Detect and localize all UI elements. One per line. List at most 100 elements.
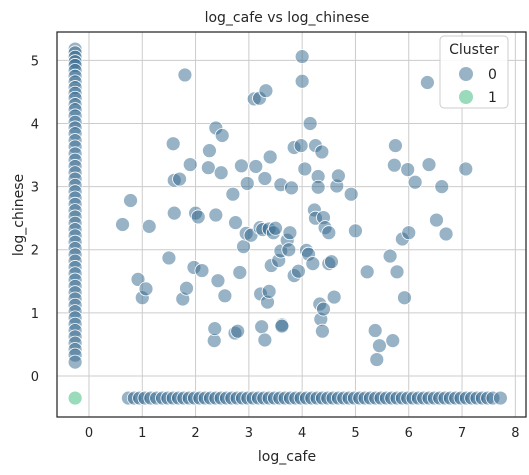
data-point-cluster-0 <box>438 226 454 242</box>
data-point-cluster-0 <box>217 288 233 304</box>
data-point-cluster-0 <box>258 83 274 99</box>
data-point-cluster-0 <box>330 168 346 184</box>
data-point-cluster-0 <box>123 193 138 208</box>
data-point-cluster-0 <box>239 176 255 191</box>
data-point-cluster-0 <box>207 321 223 337</box>
data-point-cluster-0 <box>161 250 177 266</box>
data-point-cluster-0 <box>310 179 326 195</box>
data-point-cluster-0 <box>182 157 198 172</box>
data-point-cluster-0 <box>367 323 383 338</box>
data-point-cluster-0 <box>429 212 444 228</box>
data-point-cluster-0 <box>115 217 130 232</box>
data-point-cluster-0 <box>268 220 283 236</box>
data-point-cluster-0 <box>254 319 270 335</box>
data-point-cluster-0 <box>281 242 297 258</box>
data-point-cluster-0 <box>165 136 181 152</box>
x-tick-label: 3 <box>245 426 253 441</box>
data-point-cluster-0 <box>297 161 313 177</box>
y-tick-label: 4 <box>31 118 39 133</box>
x-tick-label: 4 <box>298 426 306 441</box>
data-point-cluster-0 <box>190 209 206 225</box>
data-point-cluster-0 <box>359 264 375 280</box>
x-tick-label: 0 <box>85 426 93 441</box>
x-tick-label: 7 <box>458 426 466 441</box>
legend-box <box>439 35 509 109</box>
data-point-cluster-0 <box>305 256 321 272</box>
legend-title: Cluster <box>449 42 499 58</box>
data-point-cluster-0 <box>257 171 273 186</box>
data-point-cluster-0 <box>141 218 157 234</box>
data-point-cluster-0 <box>138 281 154 297</box>
data-point-cluster-0 <box>282 225 298 241</box>
legend-label-1: 1 <box>488 90 497 106</box>
data-point-cluster-0 <box>130 272 146 287</box>
data-point-cluster-0 <box>257 332 273 348</box>
x-tick-label: 6 <box>405 426 413 441</box>
data-point-cluster-0 <box>67 354 83 370</box>
data-point-cluster-0 <box>172 171 187 187</box>
data-point-cluster-0 <box>228 215 243 231</box>
data-point-cluster-0 <box>213 165 229 181</box>
data-point-cluster-1 <box>67 390 83 406</box>
data-point-cluster-0 <box>166 205 182 221</box>
y-tick-label: 3 <box>31 181 39 196</box>
data-point-cluster-0 <box>397 290 412 306</box>
data-point-cluster-0 <box>210 273 226 289</box>
data-point-cluster-0 <box>321 225 337 241</box>
y-tick-label: 0 <box>31 370 39 385</box>
data-point-cluster-0 <box>230 323 246 339</box>
data-point-cluster-0 <box>386 157 402 173</box>
data-points <box>67 41 508 406</box>
plot-frame <box>56 31 527 418</box>
data-point-cluster-0 <box>261 284 277 299</box>
data-point-cluster-0 <box>179 280 194 296</box>
data-point-cluster-0 <box>493 390 508 406</box>
y-tick-label: 2 <box>31 244 39 259</box>
legend-marker-1 <box>459 90 473 104</box>
legend: Cluster 0 1 <box>439 35 509 109</box>
data-point-cluster-0 <box>284 180 299 196</box>
data-point-cluster-0 <box>200 160 216 176</box>
data-point-cluster-0 <box>372 338 387 354</box>
data-point-cluster-0 <box>177 67 193 83</box>
data-point-cluster-0 <box>382 248 398 264</box>
data-point-cluster-0 <box>326 289 342 305</box>
x-tick-label: 1 <box>138 426 146 441</box>
y-tick-label: 5 <box>31 54 39 69</box>
tick-labels: 0 1 2 3 4 5 6 7 8 0 1 2 3 4 5 <box>31 54 520 441</box>
y-axis-label: log_chinese <box>11 174 27 256</box>
data-point-cluster-0 <box>293 138 309 154</box>
data-point-cluster-0 <box>248 159 264 174</box>
data-point-cluster-0 <box>324 254 339 270</box>
data-point-cluster-0 <box>291 263 306 279</box>
data-point-cluster-0 <box>400 162 416 177</box>
data-point-cluster-0 <box>420 75 435 90</box>
data-point-cluster-0 <box>202 143 217 159</box>
data-point-cluster-0 <box>389 264 405 280</box>
y-tick-label: 1 <box>31 307 39 322</box>
data-point-cluster-0 <box>369 352 385 367</box>
data-point-cluster-0 <box>458 161 474 177</box>
data-point-cluster-0 <box>316 301 331 317</box>
data-point-cluster-0 <box>434 179 450 195</box>
data-point-cluster-0 <box>194 263 210 278</box>
x-axis-label: log_cafe <box>258 449 316 465</box>
legend-label-0: 0 <box>488 67 497 83</box>
data-point-cluster-0 <box>343 186 359 202</box>
data-point-cluster-0 <box>234 158 249 174</box>
data-point-cluster-0 <box>214 128 230 143</box>
x-tick-label: 8 <box>511 426 519 441</box>
chart-title: log_cafe vs log_chinese <box>205 10 370 26</box>
data-point-cluster-0 <box>385 333 401 349</box>
data-point-cluster-0 <box>348 223 363 239</box>
x-tick-label: 2 <box>191 426 199 441</box>
data-point-cluster-0 <box>314 144 330 160</box>
data-point-cluster-0 <box>262 149 278 165</box>
x-tick-label: 5 <box>351 426 359 441</box>
data-point-cluster-0 <box>232 265 248 280</box>
data-point-cluster-0 <box>401 225 417 241</box>
data-point-cluster-0 <box>407 174 423 190</box>
data-point-cluster-0 <box>208 207 224 223</box>
data-point-cluster-0 <box>294 73 310 89</box>
